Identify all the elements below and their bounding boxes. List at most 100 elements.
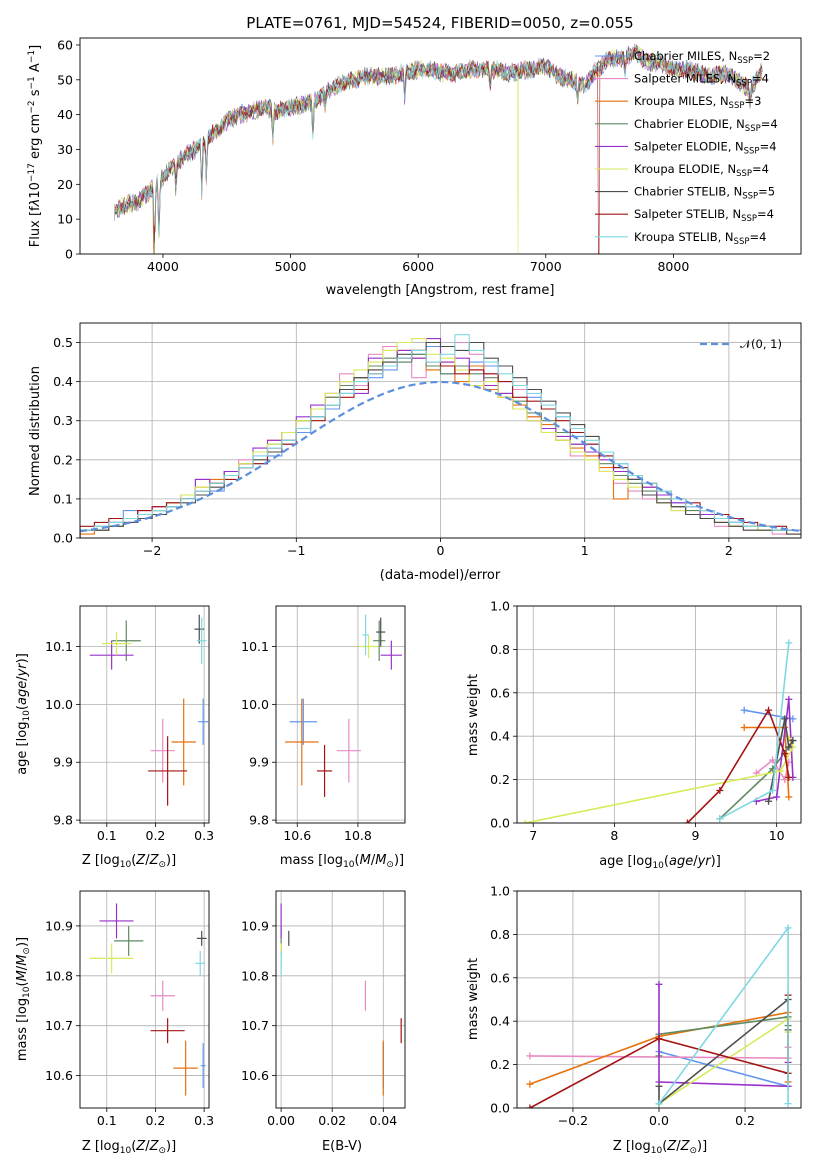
x-tick-label: 9 [692, 828, 700, 843]
y-tick-label: 10.0 [45, 697, 73, 712]
axes-frame [516, 605, 802, 824]
legend-entry: Salpeter STELIB, NSSP=4 [634, 207, 774, 224]
y-tick-label: 50 [57, 72, 73, 87]
legend-subscript: SSP [736, 169, 752, 179]
grid [276, 891, 405, 1108]
y-tick-label: 10.9 [45, 918, 73, 933]
y-tick-label: 0.3 [53, 413, 73, 428]
y-tick-label: 10 [57, 212, 73, 227]
axes-frame [275, 605, 406, 824]
x-tick-label: 0.3 [194, 828, 214, 843]
y-tick-label: 10.0 [241, 697, 269, 712]
mwage-ylabel: mass weight [466, 674, 481, 756]
agez-xlabel: Z [log10(Z/Z⊙)] [82, 853, 176, 870]
legend-nssp: =4 [752, 72, 769, 86]
y-tick-label: 0.8 [490, 642, 510, 657]
x-tick-label: 7000 [530, 259, 562, 274]
y-tick-label: 0.0 [490, 816, 510, 831]
y-tick-label: 10.9 [241, 918, 269, 933]
x-tick-label: 0.3 [194, 1113, 214, 1128]
legend-subscript: SSP [745, 124, 761, 134]
legend-nssp: =3 [744, 94, 761, 108]
plot-area [285, 614, 402, 797]
plot-area [80, 334, 801, 538]
y-tick-label: 0.5 [53, 335, 73, 350]
y-tick-label: 0.6 [490, 970, 510, 985]
y-tick-label: 0.1 [53, 491, 73, 506]
legend-subscript: SSP [736, 79, 752, 89]
y-tick-label: 0.2 [490, 1057, 510, 1072]
histogram-kroupa-stelib [80, 334, 801, 538]
x-tick-label: 4000 [147, 259, 179, 274]
y-tick-label: 1.0 [490, 599, 510, 614]
massz-ylabel: mass [log10(M/M⊙)] [15, 937, 32, 1061]
y-tick-label: 60 [57, 37, 73, 52]
legend-entry: Kroupa ELODIE, NSSP=4 [634, 162, 769, 179]
y-tick-label: 1.0 [490, 884, 510, 899]
y-tick-label: 10.6 [241, 1068, 269, 1083]
legend-entry: Chabrier MILES, NSSP=2 [634, 49, 770, 66]
x-tick-label: −0.2 [558, 1113, 588, 1128]
massweight-line-kroupa-elodie [524, 738, 794, 823]
x-tick-label: 7 [529, 828, 537, 843]
y-tick-label: 20 [57, 177, 73, 192]
legend-subscript: SSP [737, 56, 753, 66]
panel-spectrum: 4000 5000 6000 7000 8000 0 10 20 30 40 50 60 wavele… [27, 37, 802, 298]
spectrum-ylabel: Flux [fλ10−17 erg cm−2 s−1 A−1] [27, 45, 43, 247]
figure-title: PLATE=0761, MJD=54524, FIBERID=0050, z=0… [246, 14, 633, 32]
normal-legend-label: 𝒩(0, 1) [740, 337, 782, 351]
mwz-xlabel: Z [log10(Z/Z⊙)] [613, 1139, 707, 1156]
massz-xlabel: Z [log10(Z/Z⊙)] [82, 1139, 176, 1156]
axes-frame [79, 37, 802, 255]
y-tick-label: 0.4 [490, 1014, 510, 1029]
y-tick-label: 0.0 [490, 1101, 510, 1116]
y-tick-label: 10.1 [45, 639, 73, 654]
axes-frame [516, 890, 802, 1109]
legend-entry: Chabrier STELIB, NSSP=5 [634, 185, 775, 202]
y-tick-label: 10.8 [241, 968, 269, 983]
x-tick-label: −2 [143, 543, 161, 558]
grid [276, 606, 405, 823]
plot-area [89, 903, 207, 1096]
y-tick-label: 9.9 [249, 755, 269, 770]
legend-nssp: =2 [753, 49, 770, 63]
y-tick-label: 10.7 [241, 1018, 269, 1033]
plot-area [280, 903, 402, 1096]
agez-ylabel: age [log10(age/yr)] [15, 653, 32, 775]
legend-nssp: =4 [761, 117, 778, 131]
legend-entry: Kroupa STELIB, NSSP=4 [634, 230, 766, 247]
axes-frame [275, 890, 406, 1109]
y-tick-label: 10.1 [241, 639, 269, 654]
y-tick-label: 9.9 [53, 755, 73, 770]
legend-nssp: =4 [752, 162, 769, 176]
mwage-xlabel: age [log10(age/yr)] [599, 854, 721, 871]
grid [80, 891, 209, 1108]
y-tick-label: 30 [57, 142, 73, 157]
residuals-ylabel: Normed distribution [28, 366, 43, 496]
axes-frame [79, 605, 210, 824]
agemass-xlabel: mass [log10(M/M⊙)] [280, 853, 404, 870]
massweight-line-salpeter-elodie [658, 984, 789, 1088]
y-tick-label: 0.4 [53, 374, 73, 389]
x-tick-label: 0.2 [735, 1113, 755, 1128]
x-tick-label: 0.2 [146, 828, 166, 843]
spectrum-legend: Chabrier MILES, NSSP=2 Salpeter MILES, NS… [595, 49, 778, 247]
panel-massweight-vs-age: 7 8 9 10 0.0 0.2 0.4 0.6 0.8 1.0 age [log10(age/y… [466, 599, 802, 871]
mwz-ylabel: mass weight [466, 958, 481, 1040]
x-tick-label: 0.2 [146, 1113, 166, 1128]
y-tick-label: 0.2 [490, 772, 510, 787]
x-tick-label: 8 [610, 828, 618, 843]
panel-residuals: −2 −1 0 1 2 0.0 0.1 0.2 0.3 0.4 0.5 (data-model)/e… [28, 322, 802, 583]
plot-area [89, 614, 209, 806]
legend-subscript: SSP [742, 192, 758, 202]
spectrum-xlabel: wavelength [Angstrom, rest frame] [326, 283, 555, 298]
x-tick-label: 0.0 [649, 1113, 669, 1128]
y-tick-label: 9.8 [249, 813, 269, 828]
y-tick-label: 10.8 [45, 968, 73, 983]
axes-frame [79, 890, 210, 1109]
legend-subscript: SSP [744, 146, 760, 156]
x-tick-label: 0.02 [318, 1113, 346, 1128]
x-tick-label: 0.1 [97, 828, 117, 843]
massebv-xlabel: E(B-V) [322, 1139, 362, 1154]
